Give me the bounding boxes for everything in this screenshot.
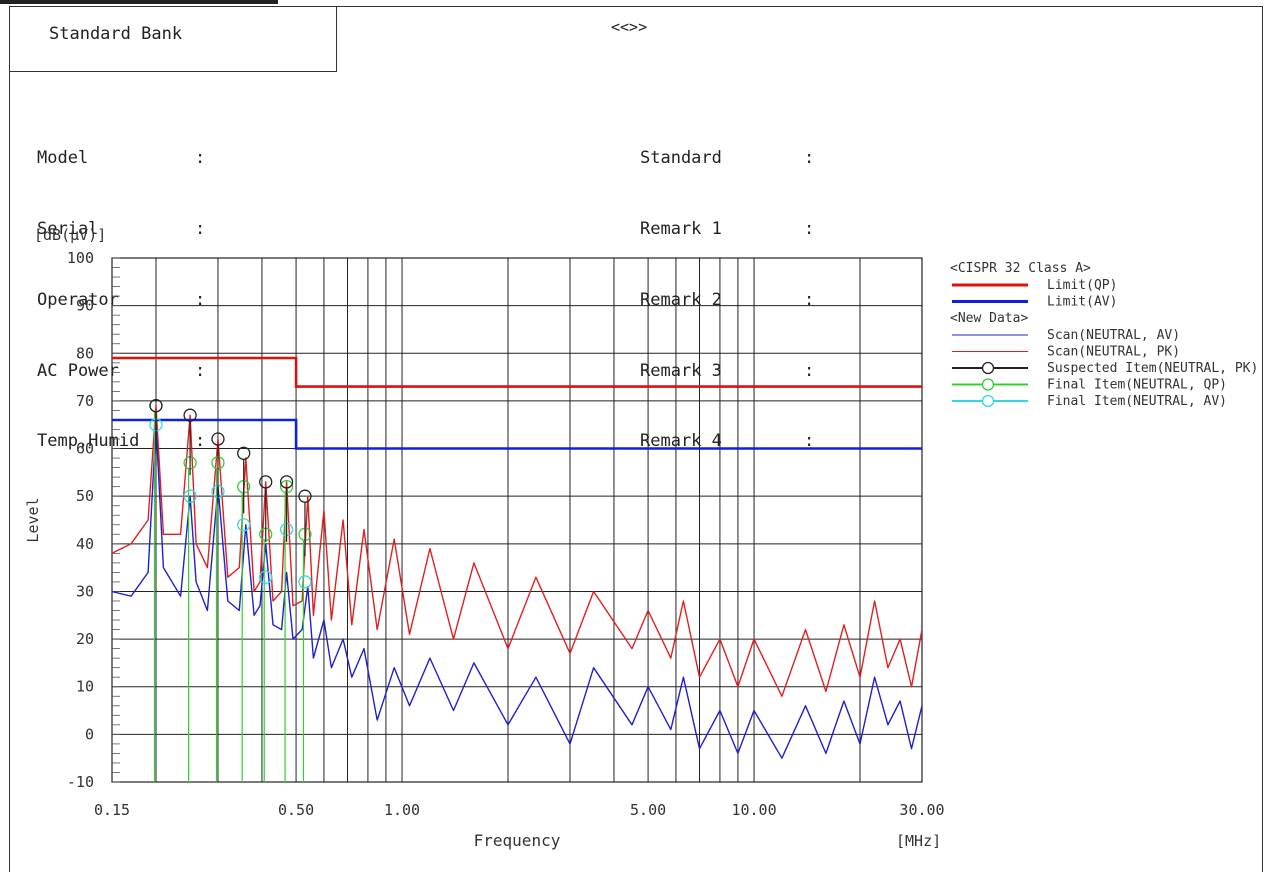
top-accent-bar — [0, 0, 278, 4]
x-tick-label: 30.00 — [899, 801, 944, 819]
legend-marker-circle — [981, 378, 995, 391]
suspected-marker — [183, 408, 197, 422]
info-row-remark-4: Remark 4: — [640, 431, 815, 452]
info-row-ac-power: AC Power: — [37, 360, 206, 381]
y-tick-label: 20 — [76, 630, 94, 648]
y-axis-title: Level — [24, 497, 42, 542]
suspected-marker — [149, 399, 163, 413]
x-unit-label: [MHz] — [896, 832, 941, 850]
y-tick-label: 60 — [76, 440, 94, 458]
x-axis-title: Frequency — [474, 831, 561, 850]
info-row-remark-3: Remark 3: — [640, 360, 815, 381]
final-av-marker — [183, 489, 197, 503]
suspected-marker — [298, 489, 312, 503]
suspected-marker — [259, 475, 273, 489]
info-row-remark-1: Remark 1: — [640, 218, 815, 239]
title-box: Standard Bank — [9, 6, 337, 72]
limit-av-line — [112, 418, 922, 450]
y-tick-label: 90 — [76, 297, 94, 315]
y-tick-label: 40 — [76, 535, 94, 553]
suspected-marker — [211, 432, 225, 446]
scan-pk-line — [112, 405, 922, 697]
legend-label: Suspected Item(NEUTRAL, PK) — [1047, 361, 1258, 376]
info-row-temp-humid: Temp,Humid: — [37, 431, 206, 452]
legend-label: Limit(QP) — [1047, 278, 1117, 293]
info-row-standard: Standard: — [640, 148, 815, 169]
info-row-serial: Serial: — [37, 218, 206, 239]
y-tick-label: -10 — [67, 773, 94, 791]
info-left: Model: Serial: Operator: AC Power: Temp,… — [37, 100, 205, 478]
final-av-marker — [237, 518, 251, 532]
x-tick-label: 10.00 — [731, 801, 776, 819]
x-tick-label: 0.15 — [94, 801, 130, 819]
plot-area — [111, 257, 923, 783]
final-av-marker — [259, 570, 273, 584]
limit-qp-line — [112, 356, 922, 388]
center-title: <<>> — [611, 18, 648, 36]
y-tick-label: 80 — [76, 344, 94, 362]
y-tick-label: 70 — [76, 392, 94, 410]
plot-series-group — [112, 356, 922, 782]
legend-label: Final Item(NEUTRAL, AV) — [1047, 394, 1227, 409]
info-row-model: Model: — [37, 148, 206, 169]
legend-header: <CISPR 32 Class A> — [950, 261, 1091, 276]
y-unit-label: [dB(µV)] — [34, 226, 106, 244]
y-tick-label: 10 — [76, 678, 94, 696]
report-title: Standard Bank — [49, 24, 183, 44]
legend-marker-circle — [981, 361, 995, 375]
scan-av-line — [112, 424, 922, 759]
info-right: Standard: Remark 1: Remark 2: Remark 3: … — [640, 100, 814, 478]
final-av-marker — [298, 575, 312, 589]
x-tick-label: 0.50 — [278, 801, 314, 819]
suspected-marker — [279, 475, 294, 489]
legend-label: Scan(NEUTRAL, PK) — [1047, 345, 1180, 360]
y-tick-label: 0 — [85, 725, 94, 743]
info-row-operator: Operator: — [37, 289, 206, 310]
y-tick-label: 50 — [76, 487, 94, 505]
legend-header: <New Data> — [950, 311, 1028, 326]
info-row-remark-2: Remark 2: — [640, 289, 815, 310]
x-tick-label: 1.00 — [384, 801, 420, 819]
legend-label: Limit(AV) — [1047, 295, 1117, 310]
report-frame — [9, 6, 1263, 872]
legend-label: Scan(NEUTRAL, AV) — [1047, 328, 1180, 343]
legend-label: Final Item(NEUTRAL, QP) — [1047, 378, 1227, 393]
y-tick-label: 100 — [67, 249, 94, 267]
x-tick-label: 5.00 — [630, 801, 666, 819]
suspected-marker — [237, 446, 251, 460]
legend-marker-circle — [981, 394, 995, 408]
y-tick-label: 30 — [76, 582, 94, 600]
